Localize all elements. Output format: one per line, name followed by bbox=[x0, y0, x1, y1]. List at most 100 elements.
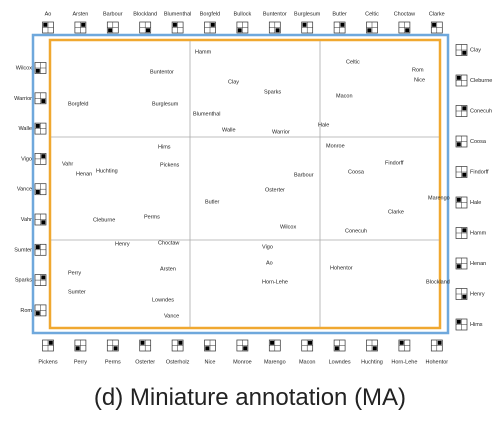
mini-icon-mark bbox=[43, 22, 48, 27]
label: Cleburne bbox=[470, 78, 492, 84]
label: Hims bbox=[470, 322, 483, 328]
map-label: Coosa bbox=[348, 169, 365, 175]
map-label: Hohentor bbox=[330, 265, 353, 271]
map-label: Monroe bbox=[326, 143, 345, 149]
mini-icon-mark bbox=[108, 28, 113, 33]
label: Lowndes bbox=[329, 359, 351, 365]
mini-icon-mark bbox=[140, 340, 145, 345]
mini-icon-mark bbox=[41, 220, 46, 225]
label: Warrior bbox=[14, 96, 32, 102]
label: Walle bbox=[18, 126, 32, 132]
mini-icon-mark bbox=[41, 99, 46, 104]
map-label: Macon bbox=[336, 93, 353, 99]
label: Hamm bbox=[470, 230, 487, 236]
mini-icon-mark bbox=[113, 346, 118, 351]
label: Vance bbox=[17, 187, 32, 193]
map-label: Lowndes bbox=[152, 297, 174, 303]
map-label: Warrior bbox=[272, 129, 290, 135]
map-label: Conecuh bbox=[345, 228, 367, 234]
label: Butler bbox=[332, 11, 347, 17]
mini-icon-mark bbox=[462, 172, 467, 177]
map-label: Cleburne bbox=[93, 217, 115, 223]
map-label: Hale bbox=[318, 122, 329, 128]
mini-icon-mark bbox=[456, 319, 461, 324]
map-label: Celtic bbox=[346, 59, 360, 65]
label: Barbour bbox=[103, 11, 123, 17]
label: Hohentor bbox=[425, 359, 448, 365]
label: Arsten bbox=[72, 11, 88, 17]
mini-icon-mark bbox=[81, 22, 86, 27]
mini-icon-mark bbox=[146, 28, 150, 33]
mini-icon-mark bbox=[237, 28, 242, 33]
mini-icon-mark bbox=[456, 264, 461, 269]
map-label: Borgfeld bbox=[68, 101, 89, 107]
label: Burglesum bbox=[294, 11, 321, 17]
map-label: Choctaw bbox=[158, 240, 179, 246]
mini-icon-mark bbox=[462, 294, 467, 299]
label: Wilcox bbox=[16, 65, 32, 71]
mini-icon-mark bbox=[437, 340, 442, 345]
map-label: Vigo bbox=[262, 244, 273, 250]
mini-icon-mark bbox=[462, 228, 467, 233]
map-label: Osterter bbox=[265, 187, 285, 193]
map-label: Findorff bbox=[385, 160, 404, 166]
mini-icon-mark bbox=[367, 28, 372, 33]
mini-icon-mark bbox=[462, 106, 467, 111]
label: Rom bbox=[20, 308, 32, 314]
mini-icon-mark bbox=[48, 340, 53, 345]
mini-icon-mark bbox=[372, 346, 377, 351]
mini-icon-mark bbox=[340, 22, 345, 27]
label: Hale bbox=[470, 200, 481, 206]
label: Perry bbox=[74, 359, 87, 365]
label: Henan bbox=[470, 261, 486, 267]
label: Celtic bbox=[365, 11, 379, 17]
outer-frame bbox=[31, 33, 450, 335]
label: Osterholz bbox=[166, 359, 190, 365]
map-label: Perry bbox=[68, 270, 81, 276]
map-label: Perms bbox=[144, 214, 160, 220]
mini-icon-mark bbox=[456, 142, 461, 147]
map-label: Nice bbox=[414, 77, 425, 83]
label: Clarke bbox=[429, 11, 445, 17]
label: Clay bbox=[470, 47, 481, 53]
mini-icon-mark bbox=[456, 197, 461, 202]
map-label: Hims bbox=[158, 144, 171, 150]
label: Sparks bbox=[15, 278, 32, 284]
label: Blockland bbox=[133, 11, 157, 17]
map-label: Barbour bbox=[294, 172, 314, 178]
mini-icon-mark bbox=[35, 245, 40, 250]
label: Henry bbox=[470, 291, 485, 297]
map-label: Butler bbox=[205, 199, 220, 205]
caption: (d) Miniature annotation (MA) bbox=[94, 384, 406, 411]
mini-icon-mark bbox=[405, 28, 410, 33]
mini-icon-mark bbox=[75, 346, 80, 351]
label: Nice bbox=[204, 359, 215, 365]
label: Choctaw bbox=[394, 11, 415, 17]
map-label: Pickens bbox=[160, 162, 180, 168]
map-label: Rom bbox=[412, 67, 424, 73]
map-label: Vance bbox=[164, 313, 179, 319]
label: Bullock bbox=[234, 11, 252, 17]
mini-icon-mark bbox=[172, 22, 177, 27]
map-label: Ao bbox=[266, 260, 273, 266]
mini-icon-mark bbox=[35, 123, 40, 128]
mini-icon-mark bbox=[243, 346, 248, 351]
map-label: Clay bbox=[228, 79, 239, 85]
mini-icon-mark bbox=[270, 340, 275, 345]
mini-icon-mark bbox=[432, 22, 437, 27]
map-label: Henan bbox=[76, 171, 92, 177]
map-label: Buntentor bbox=[150, 69, 174, 75]
map-label: Walle bbox=[222, 127, 236, 133]
label: Conecuh bbox=[470, 108, 492, 114]
label: Huchting bbox=[361, 359, 383, 365]
mini-icon-mark bbox=[334, 346, 339, 351]
mini-icon-mark bbox=[178, 340, 183, 345]
label: Buntentor bbox=[263, 11, 287, 17]
label: Pickens bbox=[38, 359, 58, 365]
map-label: Sparks bbox=[264, 89, 281, 95]
mini-icon-mark bbox=[275, 28, 280, 33]
mini-icon-mark bbox=[35, 68, 40, 73]
label: Macon bbox=[299, 359, 316, 365]
mini-icon-mark bbox=[302, 22, 307, 27]
